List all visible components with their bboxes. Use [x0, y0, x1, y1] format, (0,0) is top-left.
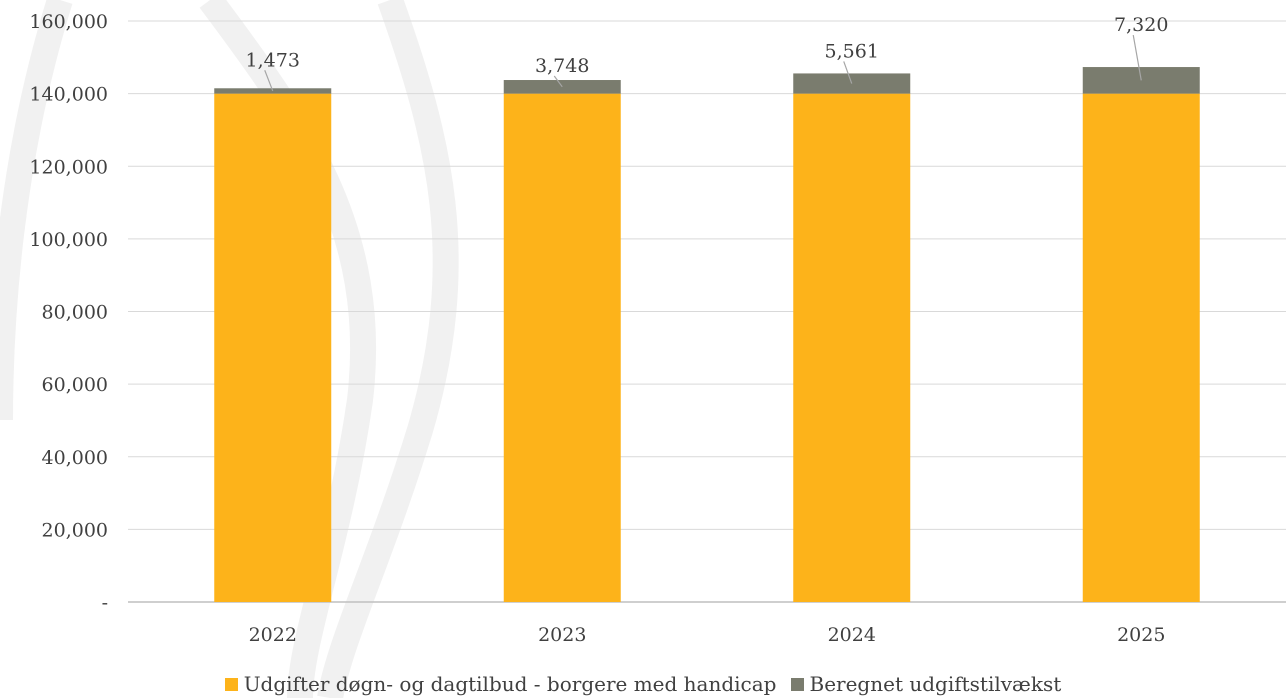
y-axis: - 20,000 40,000 60,000 80,000 100,000 120,000 1… — [29, 11, 108, 614]
data-label-leader — [843, 61, 853, 84]
bar-expenses — [214, 93, 332, 602]
legend-label-expenses: Udgifter døgn- og dagtilbud - borgere me… — [243, 672, 777, 696]
legend-item-expenses: Udgifter døgn- og dagtilbud - borgere me… — [224, 672, 777, 696]
x-tick-label: 2024 — [828, 624, 876, 646]
data-label-leader — [1132, 34, 1142, 81]
data-labels: 1,473 3,748 5,561 7,320 — [246, 14, 1168, 92]
legend-swatch-growth — [790, 677, 804, 691]
bar-expenses — [1082, 93, 1200, 602]
bar-expenses — [503, 93, 621, 602]
legend-label-growth: Beregnet udgiftstilvækst — [809, 672, 1062, 696]
legend-swatch-expenses — [224, 677, 238, 691]
bar-expenses — [793, 93, 911, 602]
x-axis: 2022 2023 2024 2025 — [249, 624, 1166, 646]
data-label: 1,473 — [246, 49, 300, 71]
data-label-leader — [553, 75, 563, 88]
y-tick-label: 140,000 — [29, 84, 108, 106]
x-tick-label: 2022 — [249, 624, 297, 646]
legend-item-growth: Beregnet udgiftstilvækst — [790, 672, 1062, 696]
data-label: 7,320 — [1114, 14, 1168, 36]
data-label: 3,748 — [535, 55, 589, 77]
y-tick-label: 40,000 — [42, 447, 108, 469]
legend: Udgifter døgn- og dagtilbud - borgere me… — [0, 672, 1286, 696]
y-tick-label: 80,000 — [42, 302, 108, 324]
data-label: 5,561 — [825, 40, 879, 62]
y-tick-label: - — [102, 592, 108, 614]
y-tick-label: 100,000 — [29, 229, 108, 251]
x-tick-label: 2023 — [538, 624, 586, 646]
y-tick-label: 120,000 — [29, 156, 108, 178]
y-tick-label: 160,000 — [29, 11, 108, 33]
y-tick-label: 20,000 — [42, 519, 108, 541]
bars — [214, 67, 1200, 602]
x-tick-label: 2025 — [1117, 624, 1165, 646]
data-label-leader — [264, 70, 274, 92]
y-tick-label: 60,000 — [42, 374, 108, 396]
